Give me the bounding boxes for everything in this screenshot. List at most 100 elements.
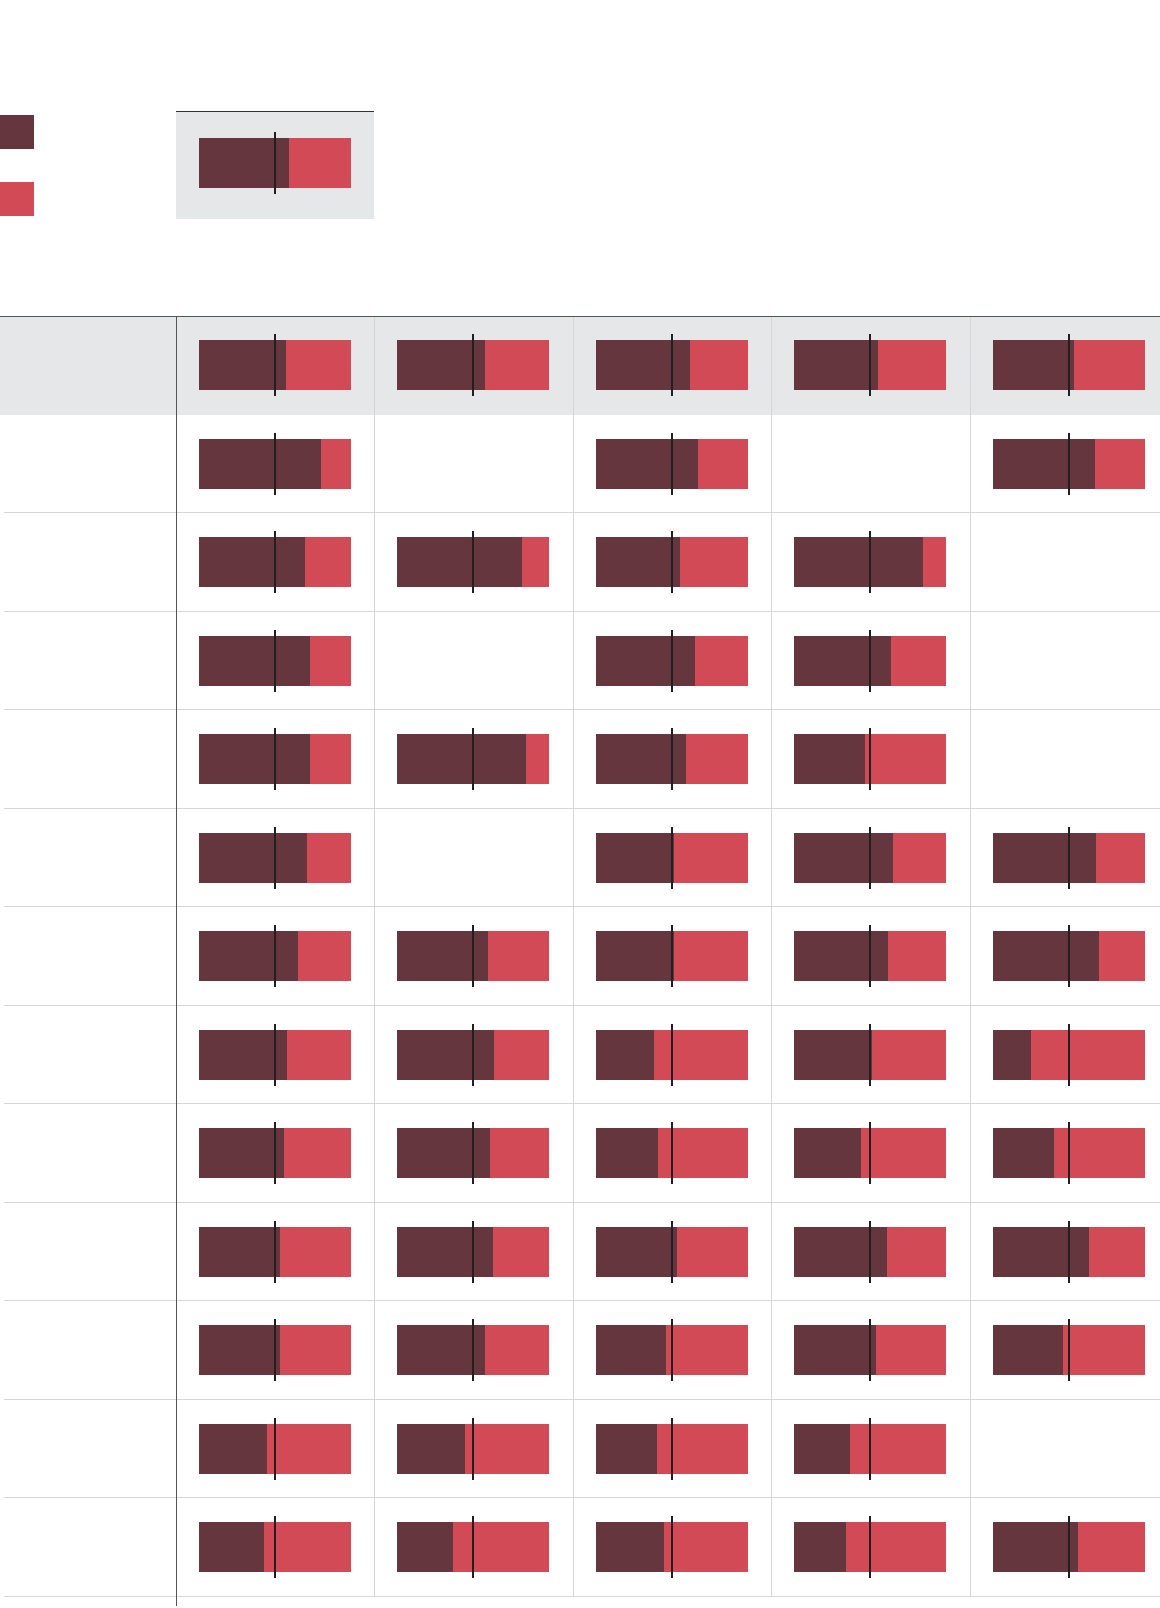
bar-reference-line: [274, 630, 276, 692]
bar-segment-b: [680, 537, 748, 587]
bar-reference-line: [472, 531, 474, 593]
bar-reference-line: [671, 827, 673, 889]
stacked-bar: [199, 433, 351, 495]
table-cell: [771, 1498, 969, 1596]
stacked-bar: [397, 531, 549, 593]
legend-swatch-share-b: [0, 182, 34, 216]
bar-segment-a: [199, 439, 321, 489]
bar-reference-line: [1068, 433, 1070, 495]
stacked-bar: [199, 1221, 351, 1283]
bar-segment-a: [794, 340, 878, 390]
bar-segment-b: [891, 636, 946, 686]
table-row: [0, 1203, 1160, 1302]
stacked-bar: [596, 827, 748, 889]
stacked-bar: [794, 827, 946, 889]
table-cell: [573, 612, 771, 710]
stacked-bar: [993, 827, 1145, 889]
bar-segment-a: [397, 1522, 453, 1572]
column-separator: [573, 316, 574, 1597]
bar-reference-line: [472, 1221, 474, 1283]
bar-segment-a: [397, 1227, 493, 1277]
bar-segment-b: [488, 931, 549, 981]
bar-segment-b: [280, 1325, 351, 1375]
table-cell: [970, 316, 1160, 414]
legend-key-bar: [199, 132, 351, 194]
row-separator: [4, 1596, 1160, 1597]
table-row: [0, 1104, 1160, 1203]
bar-reference-line: [472, 1516, 474, 1578]
table-top-rule: [0, 316, 1160, 317]
table-cell: [771, 907, 969, 1005]
bar-segment-a: [993, 1128, 1054, 1178]
column-separator: [374, 316, 375, 1597]
stacked-bar: [993, 433, 1145, 495]
row-separator: [4, 1103, 1160, 1104]
column-separator: [771, 316, 772, 1597]
bar-segment-a: [596, 1227, 677, 1277]
row-label: [4, 513, 172, 611]
stacked-bar: [794, 1516, 946, 1578]
table-cell: [970, 1301, 1160, 1399]
bar-segment-b: [522, 537, 549, 587]
table-cell: [374, 809, 572, 907]
stacked-bar: [794, 1024, 946, 1086]
bar-segment-b: [865, 734, 946, 784]
bar-segment-a: [199, 833, 307, 883]
bar-reference-line: [274, 433, 276, 495]
bar-segment-a: [794, 1030, 872, 1080]
row-label: [4, 415, 172, 513]
stacked-bar: [397, 728, 549, 790]
table-cell: [374, 1203, 572, 1301]
bar-segment-a: [199, 1325, 280, 1375]
table-cell: [771, 513, 969, 611]
table-cell: [176, 809, 374, 907]
bar-segment-a: [993, 833, 1096, 883]
bar-segment-a: [794, 1128, 861, 1178]
bar-reference-line: [472, 728, 474, 790]
bar-segment-b: [872, 1030, 946, 1080]
bar-segment-a: [199, 537, 305, 587]
stacked-bar: [596, 630, 748, 692]
bar-segment-a: [199, 931, 298, 981]
row-separator: [4, 512, 1160, 513]
stacked-bar: [794, 1418, 946, 1480]
table-cell: [176, 1498, 374, 1596]
stacked-bar: [794, 728, 946, 790]
table-row: [0, 1006, 1160, 1105]
bar-reference-line: [472, 925, 474, 987]
stacked-bar: [199, 1122, 351, 1184]
bar-segment-b: [1078, 1522, 1145, 1572]
bar-segment-a: [397, 1030, 494, 1080]
bar-segment-a: [794, 833, 893, 883]
bar-reference-line: [274, 1516, 276, 1578]
bar-reference-line: [274, 1418, 276, 1480]
bar-reference-line: [671, 1221, 673, 1283]
table-cell: [176, 1104, 374, 1202]
table-cell: [374, 1006, 572, 1104]
table-cell: [374, 1498, 572, 1596]
row-label: [4, 1301, 172, 1399]
table-cell: [970, 710, 1160, 808]
stacked-bar: [199, 531, 351, 593]
table-cell: [573, 1104, 771, 1202]
bar-reference-line: [1068, 1122, 1070, 1184]
row-label: [4, 1104, 172, 1202]
bar-segment-b: [284, 1128, 351, 1178]
bar-segment-a: [199, 340, 286, 390]
bar-segment-b: [674, 833, 748, 883]
bar-reference-line: [671, 1516, 673, 1578]
row-label: [4, 1498, 172, 1596]
table-row: [0, 513, 1160, 612]
bar-segment-b: [1031, 1030, 1145, 1080]
stacked-bar: [199, 1024, 351, 1086]
bar-reference-line: [472, 1024, 474, 1086]
bar-segment-b: [698, 439, 748, 489]
stacked-bar: [596, 728, 748, 790]
row-separator: [4, 1399, 1160, 1400]
bar-segment-b: [893, 833, 946, 883]
table-row: [0, 1400, 1160, 1499]
table-cell: [771, 710, 969, 808]
bar-reference-line: [869, 925, 871, 987]
bar-segment-b: [850, 1424, 946, 1474]
bar-reference-line: [1068, 334, 1070, 396]
